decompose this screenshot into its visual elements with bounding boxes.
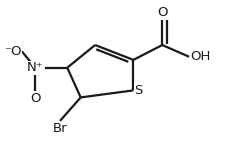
- Text: ⁻O: ⁻O: [4, 45, 22, 58]
- Text: O: O: [30, 92, 40, 105]
- Text: OH: OH: [189, 50, 212, 63]
- Text: O: O: [156, 6, 167, 19]
- Text: O: O: [29, 92, 41, 105]
- Text: O: O: [156, 6, 167, 19]
- Text: Br: Br: [52, 122, 68, 135]
- Text: OH: OH: [189, 50, 210, 63]
- Text: ⁻O: ⁻O: [4, 45, 22, 58]
- Text: N⁺: N⁺: [27, 61, 43, 74]
- Text: S: S: [134, 84, 143, 97]
- Text: S: S: [134, 84, 142, 97]
- Text: Br: Br: [52, 122, 67, 135]
- Text: N⁺: N⁺: [26, 61, 44, 74]
